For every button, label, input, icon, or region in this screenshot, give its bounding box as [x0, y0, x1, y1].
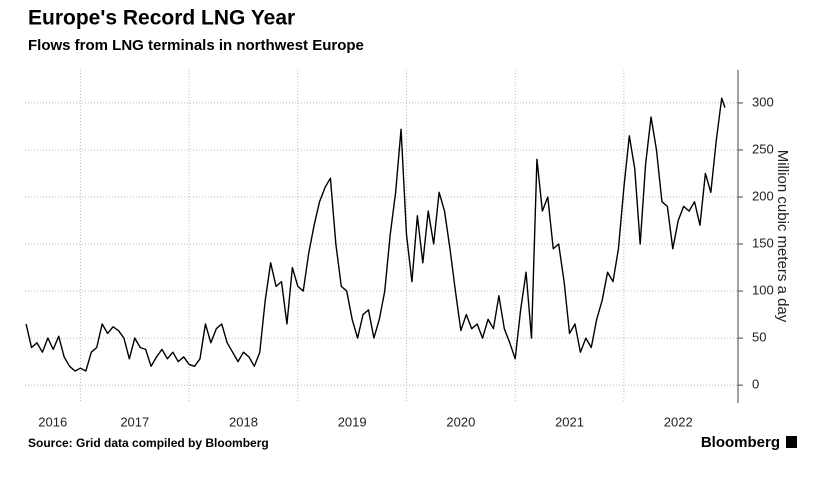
- x-tick-label: 2016: [38, 414, 67, 429]
- y-tick-label: 100: [752, 282, 774, 297]
- chart-title: Europe's Record LNG Year: [28, 7, 295, 30]
- x-tick-label: 2017: [120, 414, 149, 429]
- y-tick-label: 0: [752, 377, 759, 392]
- y-tick-label: 300: [752, 94, 774, 109]
- x-tick-label: 2020: [446, 414, 475, 429]
- x-tick-label: 2019: [338, 414, 367, 429]
- y-axis-label: Million cubic meters a day: [774, 150, 791, 323]
- x-tick-label: 2018: [229, 414, 258, 429]
- x-tick-label: 2022: [664, 414, 693, 429]
- chart-subtitle: Flows from LNG terminals in northwest Eu…: [28, 37, 364, 54]
- y-tick-label: 150: [752, 235, 774, 250]
- source: Source: Grid data compiled by Bloomberg: [28, 436, 269, 450]
- y-tick-label: 200: [752, 188, 774, 203]
- x-tick-label: 2021: [555, 414, 584, 429]
- y-tick-label: 250: [752, 141, 774, 156]
- brand: Bloomberg: [701, 434, 780, 451]
- line-series: [25, 97, 726, 372]
- y-tick-label: 50: [752, 330, 766, 345]
- brand-icon: [786, 436, 797, 448]
